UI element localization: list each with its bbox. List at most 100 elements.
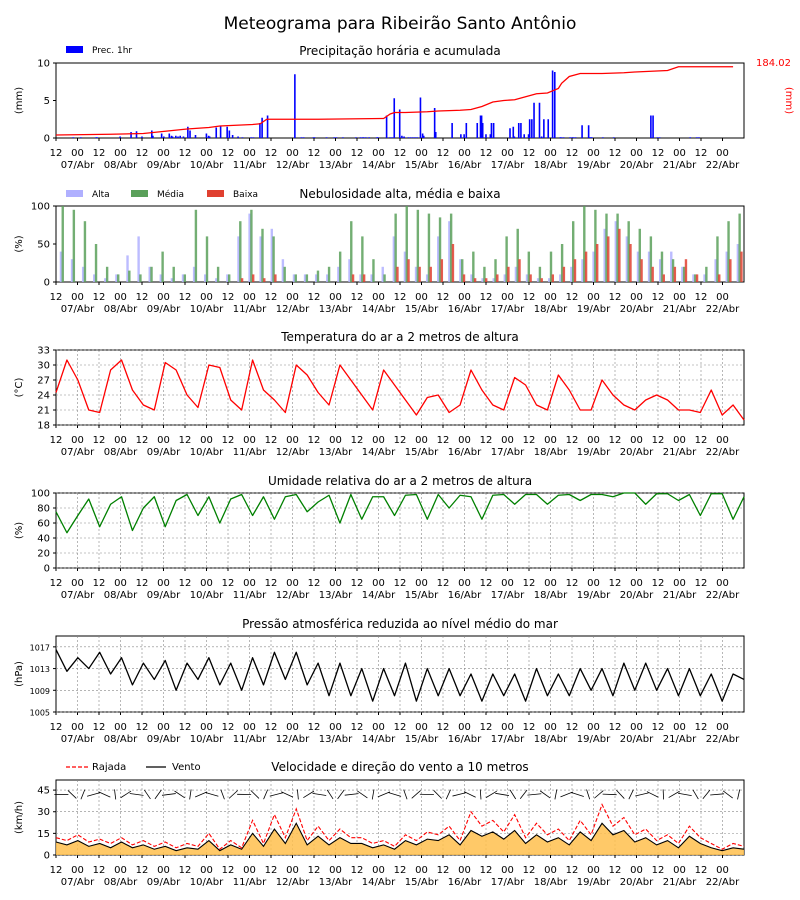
x-hour-label: 12: [394, 578, 407, 589]
wind-direction-arrow: [357, 790, 368, 799]
x-hour-label: 12: [652, 578, 665, 589]
precip-bar: [407, 137, 410, 138]
cloud-bar-alta: [303, 274, 307, 282]
cloud-bar-alta: [570, 266, 573, 282]
precip-bar: [241, 137, 244, 138]
cloud-bar-alta: [170, 278, 174, 282]
x-date-label: 10/Abr: [190, 590, 224, 601]
x-hour-label: 12: [437, 292, 450, 303]
x-date-label: 11/Abr: [233, 590, 267, 601]
x-date-label: 21/Abr: [663, 877, 697, 888]
cloud-bar-alta: [115, 274, 118, 282]
x-date-label: 07/Abr: [61, 160, 95, 171]
precip-bar: [135, 131, 138, 138]
x-hour-label: 12: [179, 148, 192, 159]
cloud-bar-alta: [148, 266, 151, 282]
wind-direction-arrow: [452, 792, 466, 797]
x-date-label: 18/Abr: [534, 877, 568, 888]
x-hour-label: 12: [480, 578, 493, 589]
cloud-bar-media: [372, 259, 375, 282]
cloud-bar-alta: [459, 259, 462, 282]
x-date-label: 13/Abr: [319, 447, 353, 458]
x-date-label: 16/Abr: [448, 304, 482, 315]
x-date-label: 18/Abr: [534, 160, 568, 171]
x-hour-label: 00: [630, 148, 643, 159]
cloud-bar-alta: [614, 221, 617, 282]
cloud-bar-alta: [525, 274, 529, 282]
x-hour-label: 12: [609, 865, 622, 876]
wind-direction-arrow: [570, 792, 584, 797]
precip-bar: [266, 115, 269, 138]
x-hour-label: 12: [695, 292, 708, 303]
cloud-bar-media: [316, 270, 320, 282]
cloud-bar-alta: [137, 236, 140, 282]
x-date-label: 10/Abr: [190, 877, 224, 888]
wind-direction-arrow: [114, 789, 117, 800]
precip-bar: [652, 115, 654, 138]
cloud-bar-alta: [204, 274, 207, 282]
precip-bar: [130, 132, 132, 138]
precip-bar: [187, 126, 189, 138]
x-hour-label: 12: [480, 148, 493, 159]
x-hour-label: 12: [566, 435, 579, 446]
cloud-bar-baixa: [518, 259, 521, 282]
cloud-bar-media: [682, 266, 686, 282]
cloud-bar-alta: [81, 266, 85, 282]
wind-area: [56, 823, 744, 855]
wind-direction-arrow: [377, 791, 391, 798]
x-hour-label: 12: [566, 865, 579, 876]
cloud-bar-media: [261, 228, 264, 282]
x-hour-label: 00: [157, 578, 170, 589]
x-hour-label: 00: [71, 578, 84, 589]
precip-bar: [562, 137, 565, 138]
precip-bar: [375, 137, 378, 138]
cloud-bar-baixa: [362, 274, 366, 282]
precip-bar: [72, 137, 74, 138]
y-tick-label: 33: [37, 346, 50, 357]
x-hour-label: 12: [179, 435, 192, 446]
x-date-label: 11/Abr: [233, 447, 267, 458]
x-hour-label: 00: [501, 722, 514, 733]
precip-bar: [226, 126, 228, 138]
x-hour-label: 12: [93, 148, 106, 159]
wind-direction-arrow: [326, 789, 334, 800]
cloud-bar-alta: [248, 213, 251, 282]
cloud-bar-baixa: [673, 266, 677, 282]
x-hour-label: 12: [308, 292, 321, 303]
cloud-bar-media: [583, 206, 586, 282]
cloud-bar-alta: [636, 251, 640, 282]
x-date-label: 14/Abr: [362, 590, 396, 601]
x-hour-label: 00: [673, 722, 686, 733]
y-tick-label: 10: [37, 59, 50, 70]
x-hour-label: 00: [243, 865, 256, 876]
x-hour-label: 00: [329, 722, 342, 733]
x-hour-label: 00: [200, 722, 213, 733]
cloud-bar-media: [150, 266, 153, 282]
wind-direction-arrow: [586, 789, 591, 800]
cloud-bar-alta: [192, 266, 196, 282]
y-tick-label: 40: [37, 534, 50, 545]
y-tick-label: 20: [37, 549, 50, 560]
cloud-bar-media: [105, 266, 109, 282]
x-date-label: 18/Abr: [534, 304, 568, 315]
cloud-bar-media: [560, 244, 564, 282]
x-hour-label: 00: [544, 292, 557, 303]
y-axis-label: (%): [14, 235, 25, 252]
cloud-bar-alta: [625, 236, 629, 282]
cloud-bar-media: [338, 251, 342, 282]
precip-bar: [422, 135, 425, 138]
precip-bar: [403, 136, 405, 138]
x-hour-label: 00: [415, 435, 428, 446]
wind-direction-arrow: [737, 789, 741, 800]
x-date-label: 20/Abr: [620, 734, 654, 745]
cloud-bar-baixa: [418, 266, 421, 282]
x-hour-label: 00: [286, 292, 299, 303]
x-hour-label: 00: [243, 578, 256, 589]
cloud-bar-media: [94, 244, 98, 282]
cloud-bar-alta: [559, 274, 562, 282]
x-hour-label: 00: [200, 148, 213, 159]
x-hour-label: 00: [243, 292, 256, 303]
precip-bar: [207, 135, 210, 138]
x-date-label: 10/Abr: [190, 447, 224, 458]
cloud-bar-alta: [481, 278, 484, 282]
